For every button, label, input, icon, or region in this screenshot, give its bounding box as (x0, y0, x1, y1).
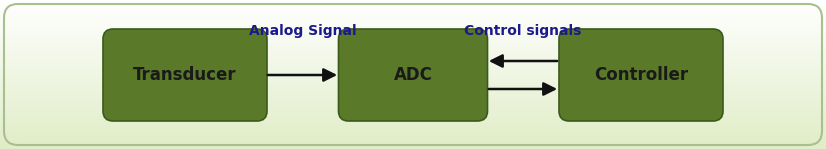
Text: Analog Signal: Analog Signal (249, 24, 357, 38)
Text: ADC: ADC (393, 66, 433, 84)
FancyBboxPatch shape (339, 29, 487, 121)
FancyBboxPatch shape (103, 29, 267, 121)
Text: Controller: Controller (594, 66, 688, 84)
FancyBboxPatch shape (559, 29, 723, 121)
Text: Transducer: Transducer (133, 66, 237, 84)
Text: Control signals: Control signals (464, 24, 582, 38)
